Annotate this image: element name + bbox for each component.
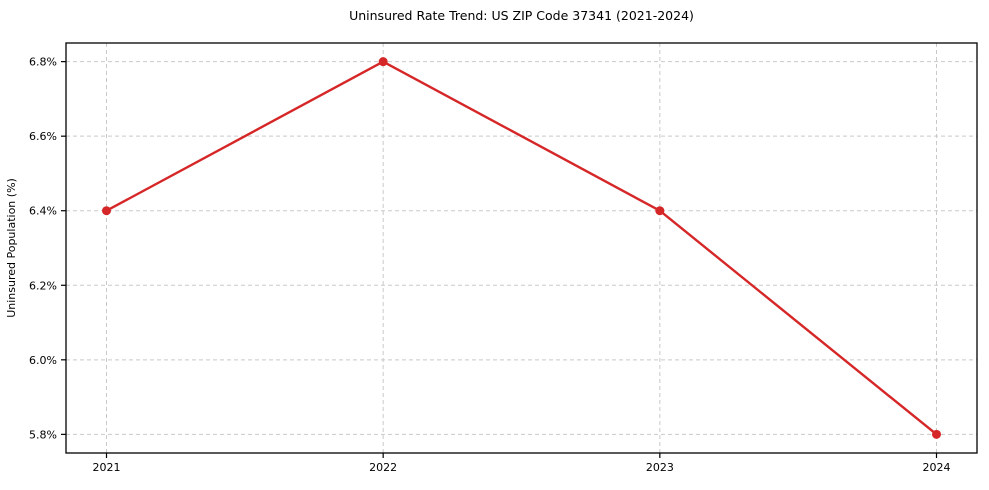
chart-title: Uninsured Rate Trend: US ZIP Code 37341 … xyxy=(349,8,694,23)
data-point-marker xyxy=(655,206,665,216)
grid-layer xyxy=(66,43,977,453)
data-point-marker xyxy=(932,429,941,439)
y-tick-label: 5.8% xyxy=(29,428,57,441)
x-tick-label: 2023 xyxy=(646,461,674,474)
plot-border xyxy=(65,42,978,454)
y-tick-label: 6.4% xyxy=(29,205,57,218)
series-layer xyxy=(102,57,941,439)
y-tick-label: 6.6% xyxy=(29,130,57,143)
x-tick-label: 2022 xyxy=(369,461,397,474)
data-point-marker xyxy=(102,206,111,216)
y-tick-label: 6.0% xyxy=(29,354,57,367)
x-tick-label: 2024 xyxy=(923,461,951,474)
trend-line xyxy=(105,60,938,436)
axis-layer: 5.8% 6.0% 6.2% 6.4% 6.6% 6.8% 2021 2022 2023 2024 xyxy=(29,42,978,474)
data-point-marker xyxy=(378,57,388,67)
y-tick-label: 6.8% xyxy=(29,56,57,69)
y-tick-label: 6.2% xyxy=(29,279,57,292)
x-tick-label: 2021 xyxy=(93,461,121,474)
y-axis-label: Uninsured Population (%) xyxy=(5,178,18,318)
